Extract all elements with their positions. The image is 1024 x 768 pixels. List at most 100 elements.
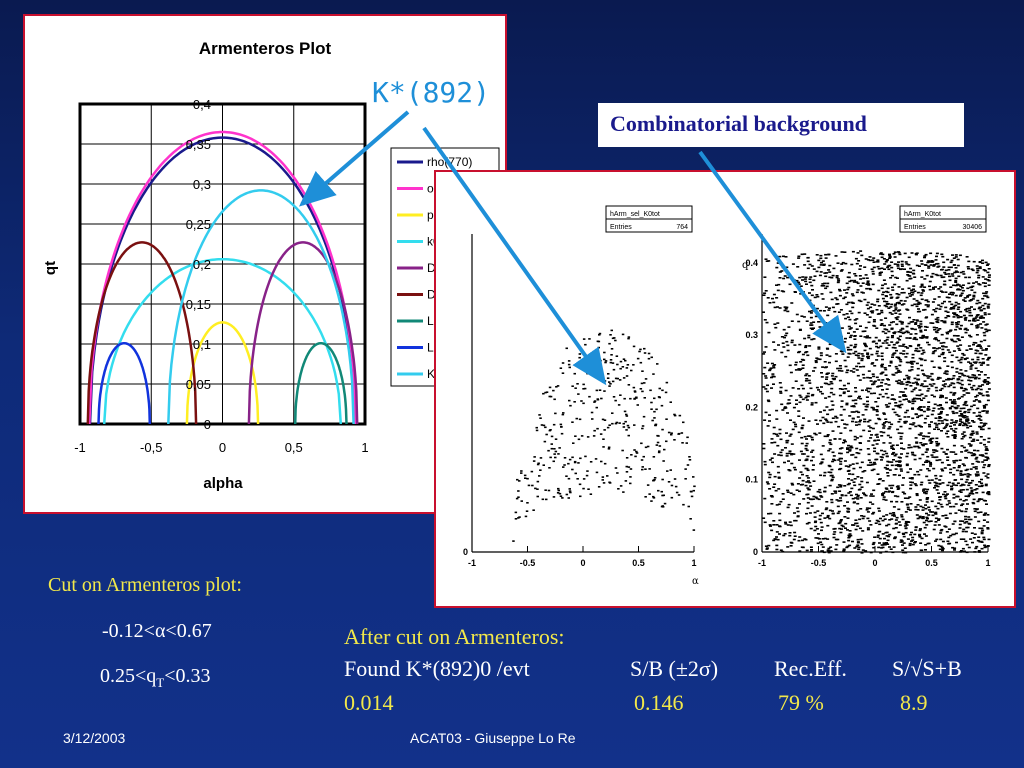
scatter-point	[940, 461, 944, 464]
scatter-point	[825, 376, 829, 378]
scatter-point	[954, 532, 958, 535]
footer-date: 3/12/2003	[63, 730, 126, 746]
scatter-point	[933, 449, 937, 451]
scatter-point	[803, 337, 807, 340]
scatter-point	[845, 371, 849, 374]
scatter-point	[908, 544, 912, 547]
scatter-point	[764, 258, 768, 260]
scatter-point	[625, 375, 629, 377]
scatter-point	[846, 545, 850, 548]
scatter-point	[805, 549, 809, 552]
scatter-point	[927, 265, 931, 268]
scatter-point	[553, 453, 556, 455]
scatter-point	[934, 521, 938, 523]
scatter-point	[512, 540, 515, 542]
scatter-point	[826, 282, 830, 285]
scatter-point	[906, 452, 910, 455]
scatter-point	[576, 383, 579, 385]
scatter-point	[828, 343, 832, 346]
scatter-point	[973, 489, 977, 491]
scatter-point	[678, 414, 682, 417]
scatter-point	[886, 472, 890, 474]
x-tick-label: -1	[74, 440, 86, 455]
scatter-point	[942, 493, 945, 496]
scatter-point	[768, 488, 772, 490]
scatter-point	[895, 318, 899, 321]
scatter-point	[868, 501, 872, 504]
scatter-point	[839, 432, 843, 434]
scatter-point	[808, 278, 812, 280]
scatter-point	[981, 262, 985, 264]
scatter-point	[692, 489, 695, 492]
scatter-point	[818, 326, 822, 328]
scatter-point	[896, 488, 900, 490]
scatter-point	[962, 528, 966, 531]
scatter-point	[919, 347, 923, 349]
scatter-point	[857, 548, 861, 551]
scatter-point	[898, 404, 902, 407]
scatter-point	[829, 474, 833, 477]
scatter-point	[790, 341, 794, 344]
scatter-point	[889, 548, 893, 550]
scatter-point	[889, 277, 893, 279]
scatter-point	[920, 399, 924, 401]
scatter-point	[917, 433, 921, 436]
scatter-point	[957, 465, 961, 467]
scatter-point	[837, 425, 841, 428]
scatter-point	[950, 307, 954, 309]
scatter-point	[544, 489, 547, 491]
scatter-point	[949, 266, 953, 269]
scatter-point	[895, 404, 899, 407]
scatter-point	[822, 474, 826, 477]
scatter-point	[892, 321, 895, 323]
scatter-point	[886, 336, 890, 339]
scatter-point	[927, 479, 931, 482]
scatter-point	[830, 493, 834, 495]
scatter-point	[764, 290, 768, 292]
scatter-point	[960, 336, 964, 338]
scatter-point	[831, 512, 835, 515]
scatter-point	[968, 311, 972, 314]
scatter-point	[875, 350, 879, 353]
scatter-point	[810, 505, 814, 507]
scatter-point	[952, 429, 956, 432]
scatter-point	[967, 451, 971, 454]
scatter-point	[622, 358, 626, 360]
scatter-point	[847, 286, 851, 289]
scatter-point	[858, 442, 862, 444]
scatter-point	[786, 546, 790, 548]
scatter-point	[937, 519, 940, 521]
scatter-point	[899, 435, 903, 438]
scatter-point	[966, 329, 969, 331]
scatter-point	[937, 265, 941, 268]
scatter-point	[514, 511, 518, 514]
scatter-point	[853, 319, 857, 321]
scatter-point	[859, 265, 862, 267]
scatter-point	[773, 364, 777, 366]
scatter-point	[851, 306, 855, 309]
scatter-point	[853, 478, 857, 480]
scatter-point	[552, 389, 555, 392]
scatter-point	[660, 404, 664, 407]
scatter-point	[913, 458, 917, 461]
scatter-point	[805, 378, 809, 380]
scatter-point	[925, 274, 929, 277]
scatter-point	[900, 501, 904, 503]
scatter-point	[934, 386, 938, 389]
scatter-point	[959, 294, 963, 296]
scatter-point	[842, 541, 846, 543]
scatter-point	[979, 436, 983, 438]
scatter-point	[655, 444, 659, 446]
scatter-point	[574, 472, 577, 475]
scatter-point	[904, 420, 908, 423]
scatter-point	[932, 288, 935, 290]
scatter-point	[979, 309, 983, 311]
scatter-point	[839, 452, 843, 455]
scatter-point	[976, 319, 980, 321]
scatter-point	[945, 423, 949, 425]
scatter-point	[986, 364, 990, 366]
scatter-point	[901, 484, 905, 486]
scatter-point	[801, 453, 805, 455]
scatter-point	[654, 424, 657, 427]
scatter-point	[926, 468, 930, 470]
